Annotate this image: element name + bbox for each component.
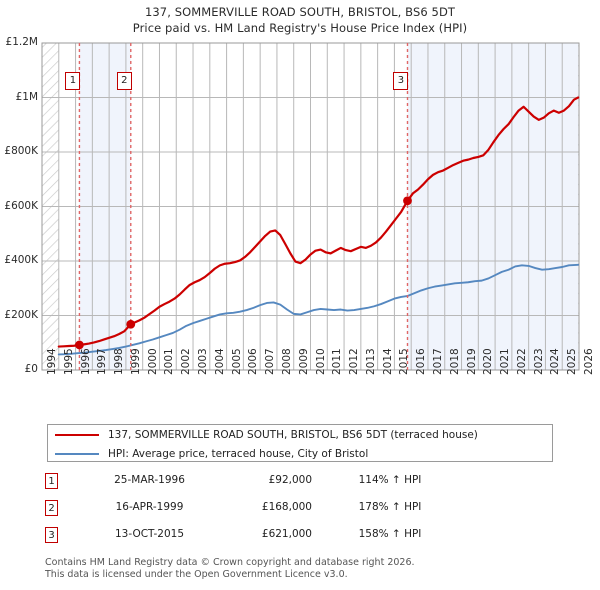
txn-marker-3: 3 <box>45 527 58 543</box>
txn-date-1: 25-MAR-1996 <box>114 474 185 486</box>
table-row[interactable]: 1 25-MAR-1996 £92,000 114% ↑ HPI <box>45 471 465 498</box>
footer-line-2: This data is licensed under the Open Gov… <box>45 569 348 580</box>
chart-legend: 137, SOMMERVILLE ROAD SOUTH, BRISTOL, BS… <box>47 424 553 462</box>
table-row[interactable]: 2 16-APR-1999 £168,000 178% ↑ HPI <box>45 498 465 525</box>
txn-price-3: £621,000 <box>261 528 312 540</box>
table-row[interactable]: 3 13-OCT-2015 £621,000 158% ↑ HPI <box>45 525 465 552</box>
legend-label-hpi: HPI: Average price, terraced house, City… <box>108 447 369 460</box>
chart-title-line-2: Price paid vs. HM Land Registry's House … <box>132 21 468 35</box>
legend-swatch-price <box>55 433 99 436</box>
legend-swatch-hpi <box>55 452 99 455</box>
txn-marker-1: 1 <box>45 473 58 489</box>
legend-item-hpi: HPI: Average price, terraced house, City… <box>48 444 552 463</box>
txn-hpi-2: 178% ↑ HPI <box>358 501 422 513</box>
txn-marker-2: 2 <box>45 500 58 516</box>
txn-price-1: £92,000 <box>268 474 312 486</box>
txn-date-3: 13-OCT-2015 <box>115 528 184 540</box>
footer-line-1: Contains HM Land Registry data © Crown c… <box>45 557 415 568</box>
legend-label-price: 137, SOMMERVILLE ROAD SOUTH, BRISTOL, BS… <box>108 428 478 441</box>
legend-item-price: 137, SOMMERVILLE ROAD SOUTH, BRISTOL, BS… <box>48 425 552 444</box>
txn-hpi-3: 158% ↑ HPI <box>358 528 422 540</box>
transactions-table: 1 25-MAR-1996 £92,000 114% ↑ HPI 2 16-AP… <box>45 471 465 552</box>
txn-date-2: 16-APR-1999 <box>115 501 184 513</box>
chart-footer: Contains HM Land Registry data © Crown c… <box>45 557 585 581</box>
chart-title-line-1: 137, SOMMERVILLE ROAD SOUTH, BRISTOL, BS… <box>144 5 456 19</box>
chart-title-block: 137, SOMMERVILLE ROAD SOUTH, BRISTOL, BS… <box>0 4 600 36</box>
txn-hpi-1: 114% ↑ HPI <box>358 474 422 486</box>
txn-price-2: £168,000 <box>261 501 312 513</box>
